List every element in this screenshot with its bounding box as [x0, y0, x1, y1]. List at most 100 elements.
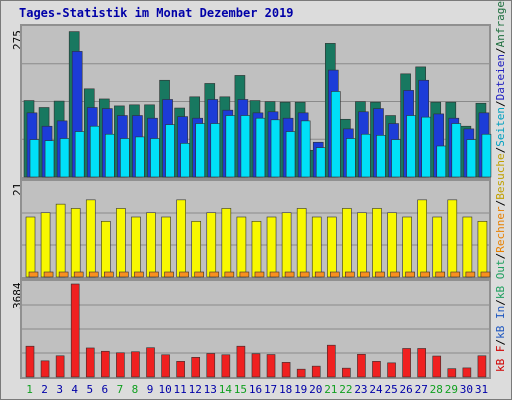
bar-seiten-day-9	[150, 138, 160, 178]
bar-kb-f-day-25	[387, 362, 396, 378]
legend-entry-15: Anfragen	[494, 0, 507, 48]
legend-entry-8: /	[494, 199, 507, 207]
bar-besuche-day-10	[161, 216, 171, 278]
legend-entry-10: /	[494, 146, 507, 154]
bar-kb-f-day-1	[25, 345, 35, 378]
bar-besuche-day-15	[236, 216, 247, 278]
bar-besuche-day-3	[55, 203, 66, 278]
bar-seiten-day-17	[270, 119, 281, 178]
bar-rechner-day-4	[73, 271, 84, 278]
legend-entry-14: /	[494, 47, 507, 55]
bar-besuche-day-20	[311, 216, 322, 278]
bar-rechner-day-12	[194, 271, 205, 278]
bar-rechner-day-29	[450, 271, 461, 278]
bar-rechner-day-11	[179, 271, 189, 278]
legend-entry-11: Seiten	[494, 107, 507, 147]
bar-rechner-day-6	[104, 271, 114, 278]
bar-kb-f-day-18	[281, 362, 291, 378]
bar-kb-f-day-15	[236, 345, 246, 378]
bar-besuche-day-29	[447, 199, 458, 278]
bar-seiten-day-23	[361, 133, 371, 178]
x-tick-label-day-4: 4	[71, 383, 78, 396]
bar-seiten-day-5	[89, 125, 100, 178]
bar-kb-f-day-22	[342, 367, 351, 378]
bar-seiten-day-6	[105, 133, 115, 178]
legend-entry-5: kB Out	[494, 259, 507, 300]
x-tick-label-day-9: 9	[147, 383, 154, 396]
x-tick-label-day-24: 24	[369, 383, 383, 396]
bar-rechner-day-18	[284, 271, 295, 278]
bar-besuche-day-13	[206, 212, 217, 278]
bar-besuche-day-31	[477, 220, 488, 278]
bar-besuche-day-5	[85, 199, 96, 278]
bar-rechner-day-30	[465, 271, 476, 278]
bar-seiten-day-26	[406, 115, 416, 178]
bar-besuche-day-16	[251, 220, 262, 278]
bar-rechner-day-31	[480, 271, 491, 278]
bar-seiten-day-4	[74, 131, 85, 178]
bar-rechner-day-19	[299, 271, 310, 278]
x-tick-label-day-26: 26	[400, 383, 413, 396]
bar-seiten-day-10	[165, 124, 175, 178]
legend-entry-1: kB F	[494, 345, 507, 373]
bar-seiten-day-28	[436, 145, 447, 178]
bar-besuche-day-9	[146, 212, 156, 278]
bar-rechner-day-21	[329, 271, 340, 278]
x-tick-label-day-13: 13	[204, 383, 217, 396]
bar-kb-f-day-31	[477, 355, 487, 378]
bar-seiten-day-14	[225, 115, 236, 178]
bar-besuche-day-11	[176, 199, 186, 278]
bar-kb-f-day-6	[101, 350, 110, 378]
bar-seiten-day-22	[346, 138, 356, 178]
bar-rechner-day-17	[269, 271, 280, 278]
bar-rechner-day-13	[209, 271, 220, 278]
bar-kb-f-day-28	[432, 355, 442, 378]
bar-seiten-day-15	[240, 115, 251, 178]
bar-kb-f-day-14	[221, 354, 231, 378]
bar-besuche-day-19	[296, 208, 307, 278]
bar-besuche-day-23	[357, 212, 367, 278]
bar-kb-f-day-4	[70, 283, 80, 378]
bar-besuche-day-26	[402, 216, 412, 278]
x-tick-label-day-18: 18	[279, 383, 292, 396]
x-tick-label-day-16: 16	[249, 383, 262, 396]
bar-kb-f-day-27	[417, 348, 426, 378]
chart-title: Tages-Statistik im Monat Dezember 2019	[19, 6, 294, 20]
bar-kb-f-day-21	[326, 344, 336, 378]
x-tick-label-day-21: 21	[324, 383, 337, 396]
bar-besuche-day-14	[221, 208, 232, 278]
x-tick-label-day-19: 19	[294, 383, 307, 396]
legend-entry-12: /	[494, 100, 507, 108]
bar-kb-f-day-8	[131, 351, 140, 378]
bar-rechner-day-25	[390, 271, 400, 278]
x-tick-label-day-1: 1	[26, 383, 33, 396]
bar-kb-f-day-23	[357, 353, 366, 378]
bar-rechner-day-14	[224, 271, 235, 278]
bar-kb-f-day-2	[40, 360, 50, 378]
legend-entry-2: /	[494, 338, 507, 346]
bar-rechner-day-5	[88, 271, 99, 278]
bar-kb-f-day-29	[447, 368, 457, 378]
bar-rechner-day-8	[134, 271, 144, 278]
bar-kb-f-day-17	[266, 354, 276, 378]
bar-rechner-day-26	[405, 271, 415, 278]
bar-rechner-day-9	[149, 271, 159, 278]
bar-seiten-day-29	[451, 123, 462, 178]
bar-kb-f-day-19	[296, 368, 306, 378]
legend-entry-9: Besuche	[494, 153, 507, 200]
x-tick-label-day-7: 7	[117, 383, 124, 396]
legend: kB F/kB In/kB Out/Rechner/Besuche/Seiten…	[494, 0, 507, 372]
x-tick-label-day-25: 25	[384, 383, 397, 396]
bar-seiten-day-1	[29, 139, 40, 178]
x-tick-label-day-6: 6	[102, 383, 109, 396]
bar-kb-f-day-10	[161, 354, 170, 378]
legend-entry-3: kB In	[494, 305, 507, 339]
x-tick-label-day-23: 23	[354, 383, 367, 396]
x-tick-label-day-14: 14	[219, 383, 233, 396]
bar-kb-f-day-11	[176, 361, 185, 378]
bar-kb-f-day-30	[462, 367, 472, 378]
x-tick-label-day-8: 8	[132, 383, 139, 396]
bar-besuche-day-8	[131, 216, 141, 278]
bar-besuche-day-1	[25, 216, 36, 278]
